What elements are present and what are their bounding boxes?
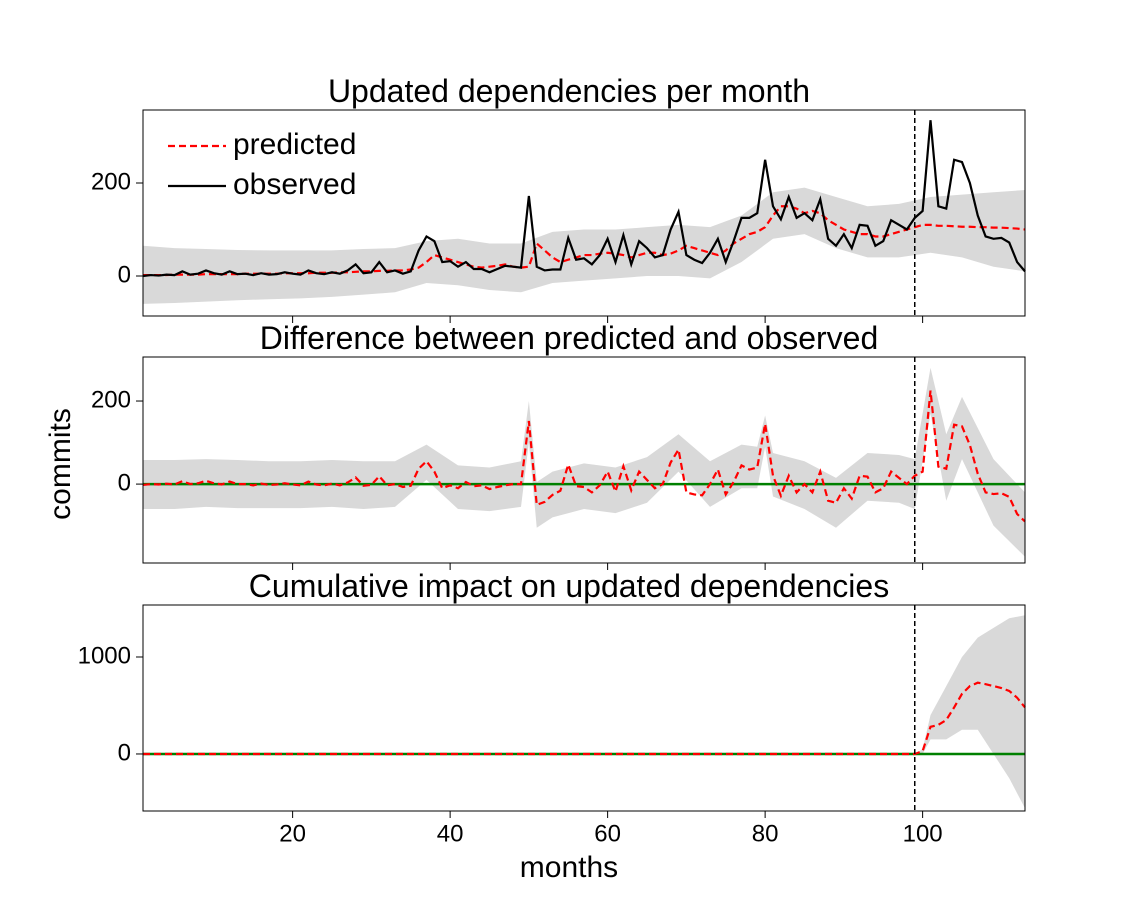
y-axis-label: commits bbox=[44, 408, 77, 520]
x-tick-label: 20 bbox=[279, 820, 306, 847]
y-tick-label: 200 bbox=[91, 168, 131, 195]
confidence-band bbox=[143, 367, 1025, 557]
legend-label: predicted bbox=[233, 128, 356, 161]
legend-label: observed bbox=[233, 168, 356, 201]
y-tick-label: 0 bbox=[118, 261, 131, 288]
series-line bbox=[142, 390, 1026, 523]
plot-frame bbox=[142, 109, 1026, 317]
series-line bbox=[142, 120, 1026, 278]
y-tick-label: 0 bbox=[118, 469, 131, 496]
x-tick-label: 80 bbox=[752, 820, 779, 847]
x-axis-label: months bbox=[520, 851, 618, 884]
x-tick-label: 60 bbox=[594, 820, 621, 847]
series-line bbox=[143, 681, 1026, 756]
y-tick-label: 1000 bbox=[78, 642, 131, 669]
panel-title: Cumulative impact on updated dependencie… bbox=[249, 568, 889, 604]
panel-title: Difference between predicted and observe… bbox=[260, 320, 878, 356]
panel-title: Updated dependencies per month bbox=[328, 73, 810, 109]
x-tick-label: 100 bbox=[903, 820, 943, 847]
plot-frame bbox=[142, 604, 1026, 812]
x-tick-label: 40 bbox=[437, 820, 464, 847]
plot-frame bbox=[142, 356, 1026, 564]
confidence-band bbox=[143, 615, 1025, 809]
y-tick-label: 0 bbox=[118, 739, 131, 766]
y-tick-label: 200 bbox=[91, 386, 131, 413]
confidence-band bbox=[143, 187, 1025, 304]
